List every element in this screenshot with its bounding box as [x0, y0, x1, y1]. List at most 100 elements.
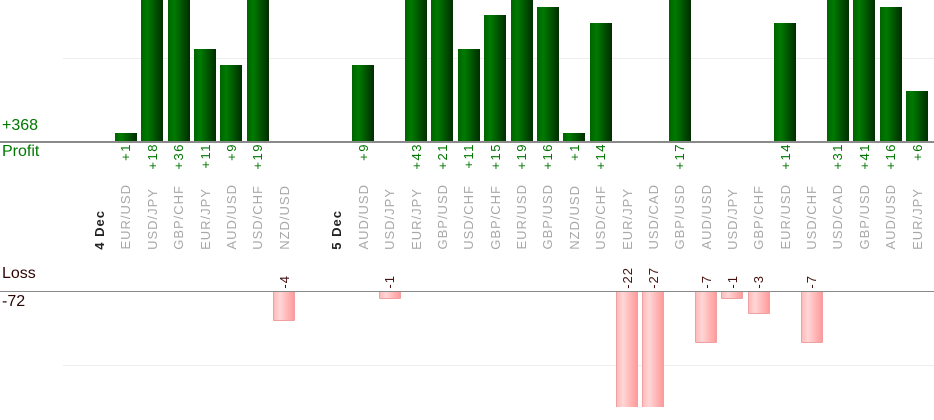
profit-bar: [668, 0, 691, 141]
pair-label: GBP/USD: [851, 180, 877, 250]
value-label-text: +31: [830, 143, 846, 170]
pair-label-text: EUR/USD: [118, 184, 134, 250]
value-label-text: +11: [461, 143, 477, 169]
pair-label-text: AUD/USD: [223, 184, 239, 250]
value-label-text: -27: [645, 267, 661, 289]
value-label-text: +19: [514, 143, 530, 170]
value-label-text: +17: [672, 143, 688, 170]
pair-label-text: AUD/USD: [883, 184, 899, 250]
loss-bar: [616, 292, 638, 407]
value-label-text: +36: [171, 143, 187, 170]
pair-label: GBP/USD: [429, 180, 455, 250]
profit-bar: [853, 0, 876, 141]
value-label-text: +11: [197, 143, 213, 169]
value-label-text: -7: [804, 275, 820, 289]
loss-total: -72: [2, 293, 26, 310]
profit-bar: [405, 0, 428, 141]
pair-label-text: GBP/USD: [672, 184, 688, 250]
pair-label: NZD/USD: [271, 180, 297, 250]
loss-bar: [721, 292, 744, 300]
pair-label-text: EUR/JPY: [197, 188, 213, 250]
value-label-text: -22: [619, 267, 635, 289]
pair-label-text: USD/JPY: [144, 188, 160, 250]
loss-bar: [747, 292, 770, 314]
pair-label-text: NZD/USD: [566, 185, 582, 250]
loss-value-label: -1: [377, 258, 403, 289]
pair-label-text: USD/CAD: [645, 184, 661, 250]
date-label-text: 4 Dec: [92, 210, 108, 250]
value-label-text: +21: [434, 143, 450, 170]
pair-label-text: USD/CHF: [461, 185, 477, 250]
pair-label: USD/JPY: [139, 180, 165, 250]
profit-baseline: [0, 141, 934, 143]
loss-value-label: -4: [271, 258, 297, 289]
profit-axis-label: Profit: [2, 143, 40, 160]
loss-value-label: -3: [746, 258, 772, 289]
value-label-text: +18: [144, 143, 160, 170]
profit-bar: [589, 23, 612, 141]
pair-label: USD/CHF: [245, 180, 271, 250]
loss-bar: [378, 292, 401, 300]
value-label-text: -3: [751, 275, 767, 289]
profit-bar: [510, 0, 533, 141]
profit-bar: [194, 48, 217, 141]
value-label-text: +14: [777, 143, 793, 170]
profit-bar: [220, 65, 243, 141]
value-label-text: +15: [487, 143, 503, 170]
loss-bar: [695, 292, 718, 344]
pair-label-text: GBP/CHF: [751, 185, 767, 250]
pair-label-text: AUD/USD: [698, 184, 714, 250]
pair-label-text: USD/JPY: [724, 188, 740, 250]
value-label-text: +9: [355, 143, 371, 161]
value-label-text: +14: [593, 143, 609, 170]
pair-label: USD/CHF: [456, 180, 482, 250]
loss-value-label: -7: [799, 258, 825, 289]
loss-gridline: [63, 365, 934, 366]
loss-bar: [642, 292, 665, 407]
pair-label-text: EUR/JPY: [619, 188, 635, 250]
pair-label: NZD/USD: [561, 180, 587, 250]
pair-label-text: GBP/CHF: [171, 185, 187, 250]
value-label-text: -7: [698, 275, 714, 289]
pair-label: EUR/USD: [772, 180, 798, 250]
pair-label-text: USD/JPY: [382, 188, 398, 250]
value-label-text: +16: [540, 143, 556, 170]
pair-label: EUR/JPY: [192, 180, 218, 250]
pair-label: EUR/JPY: [614, 180, 640, 250]
pair-label: USD/JPY: [377, 180, 403, 250]
pair-label-text: AUD/USD: [355, 184, 371, 250]
pair-label-text: EUR/JPY: [909, 188, 925, 250]
date-label-text: 5 Dec: [329, 210, 345, 250]
loss-plot-area: [0, 292, 934, 407]
loss-value-label: -7: [693, 258, 719, 289]
pair-label-text: GBP/USD: [434, 184, 450, 250]
profit-bar: [484, 15, 507, 141]
pair-label: GBP/CHF: [746, 180, 772, 250]
pair-label: EUR/JPY: [403, 180, 429, 250]
value-label-text: +19: [250, 143, 266, 170]
pair-label: USD/CHF: [799, 180, 825, 250]
loss-value-label: -27: [640, 258, 666, 289]
pair-label: USD/CHF: [588, 180, 614, 250]
profit-bar: [431, 0, 454, 141]
pair-label-text: USD/CHF: [593, 185, 609, 250]
profit-bar: [774, 23, 797, 141]
value-label-text: +43: [408, 143, 424, 170]
pair-label: AUD/USD: [693, 180, 719, 250]
value-label-text: +9: [223, 143, 239, 161]
profit-bar: [352, 65, 375, 141]
pair-label: USD/CAD: [640, 180, 666, 250]
loss-axis-label: Loss: [2, 265, 36, 282]
value-label-text: +1: [566, 143, 582, 161]
profit-bar: [246, 0, 269, 141]
profit-bar: [826, 0, 849, 141]
value-label-text: +6: [909, 143, 925, 161]
profit-bar: [114, 132, 137, 141]
date-label: 4 Dec: [87, 180, 113, 250]
value-label-text: +41: [856, 143, 872, 170]
pair-label-text: GBP/USD: [540, 184, 556, 250]
pair-label: USD/CAD: [825, 180, 851, 250]
pair-label-text: GBP/USD: [856, 184, 872, 250]
pair-label: AUD/USD: [218, 180, 244, 250]
